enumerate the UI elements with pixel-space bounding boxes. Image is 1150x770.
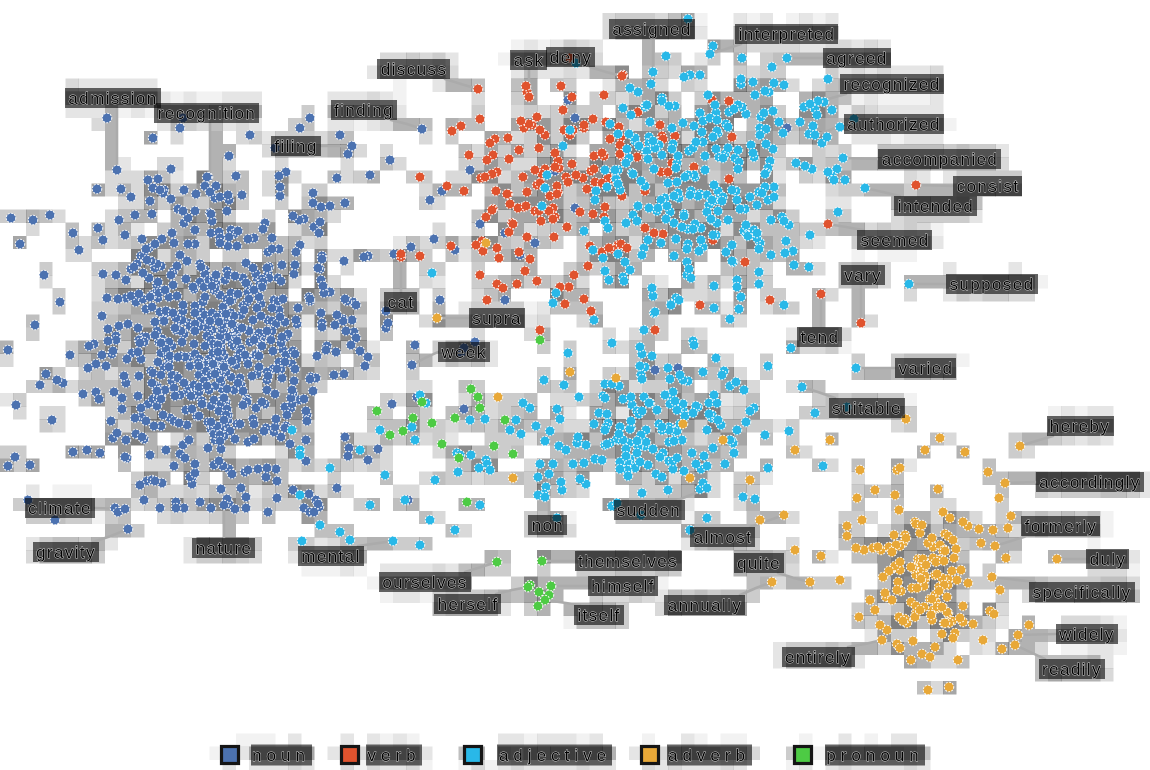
- svg-text:agreed: agreed: [826, 49, 887, 68]
- svg-text:discuss: discuss: [381, 60, 448, 79]
- svg-text:supra: supra: [472, 309, 522, 328]
- svg-text:varied: varied: [899, 359, 954, 378]
- svg-text:pronoun: pronoun: [826, 746, 923, 765]
- svg-text:assigned: assigned: [612, 20, 691, 39]
- svg-text:supposed: supposed: [950, 275, 1035, 294]
- svg-text:themselves: themselves: [578, 552, 678, 571]
- svg-text:filing: filing: [274, 137, 317, 156]
- svg-text:interpreted: interpreted: [739, 25, 836, 44]
- svg-text:widely: widely: [1058, 625, 1115, 644]
- svg-text:admission: admission: [68, 89, 157, 108]
- svg-text:suitable: suitable: [832, 399, 902, 418]
- svg-text:readily: readily: [1042, 660, 1102, 679]
- svg-text:consist: consist: [957, 177, 1020, 196]
- svg-text:himself: himself: [591, 577, 655, 596]
- svg-text:adverb: adverb: [668, 746, 750, 765]
- svg-text:noun: noun: [252, 746, 310, 765]
- svg-text:cat: cat: [388, 293, 415, 312]
- svg-text:accordingly: accordingly: [1039, 473, 1140, 492]
- svg-text:recognized: recognized: [843, 75, 940, 94]
- svg-text:formerly: formerly: [1025, 517, 1098, 536]
- svg-text:climate: climate: [28, 499, 92, 518]
- svg-text:week: week: [440, 343, 486, 362]
- svg-text:tend: tend: [801, 328, 840, 347]
- svg-text:entirely: entirely: [785, 648, 851, 667]
- svg-text:ourselves: ourselves: [382, 573, 467, 592]
- svg-text:verb: verb: [367, 746, 420, 765]
- svg-text:seemed: seemed: [861, 231, 930, 250]
- svg-text:almost: almost: [694, 528, 752, 547]
- svg-text:herself: herself: [438, 595, 499, 614]
- svg-text:finding: finding: [334, 101, 394, 120]
- svg-text:quite: quite: [737, 554, 781, 573]
- svg-text:intended: intended: [898, 197, 974, 216]
- svg-text:accompanied: accompanied: [882, 150, 999, 169]
- svg-text:authorized: authorized: [847, 115, 940, 134]
- svg-text:hereby: hereby: [1050, 417, 1110, 436]
- svg-text:annually: annually: [668, 596, 743, 615]
- svg-text:adjective: adjective: [499, 746, 611, 765]
- svg-text:vary: vary: [844, 266, 882, 285]
- svg-text:nature: nature: [196, 539, 253, 558]
- svg-text:mental: mental: [301, 547, 360, 566]
- svg-text:specifically: specifically: [1033, 583, 1132, 602]
- svg-text:gravity: gravity: [36, 543, 96, 562]
- svg-text:duly: duly: [1090, 550, 1127, 569]
- svg-text:ask: ask: [514, 51, 545, 70]
- svg-text:deny: deny: [550, 48, 592, 67]
- svg-text:non: non: [532, 516, 565, 535]
- svg-text:sudden: sudden: [617, 501, 681, 520]
- svg-text:recognition: recognition: [158, 104, 257, 123]
- svg-text:itself: itself: [577, 606, 620, 625]
